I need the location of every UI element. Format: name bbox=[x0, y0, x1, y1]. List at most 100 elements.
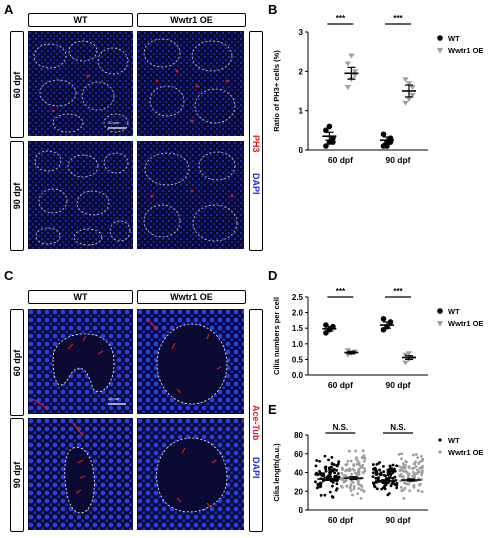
x-category-label-b: 60 dpf bbox=[328, 155, 353, 165]
y-tick-label-b: 2 bbox=[299, 67, 304, 76]
data-point-e bbox=[421, 464, 424, 468]
y-tick-label-d: 0.0 bbox=[292, 371, 304, 380]
data-point-e bbox=[371, 475, 375, 479]
data-point-e bbox=[404, 464, 407, 467]
data-point-b bbox=[402, 100, 409, 106]
data-point-e bbox=[420, 490, 424, 494]
data-point-d bbox=[380, 316, 387, 322]
data-point-e bbox=[332, 468, 335, 472]
data-point-e bbox=[347, 449, 351, 453]
data-point-e bbox=[397, 453, 401, 456]
panel-c-counter-label: DAPI bbox=[251, 457, 261, 479]
panel-a-row-90: 90 dpf bbox=[10, 141, 24, 251]
data-point-e bbox=[420, 471, 424, 475]
data-point-e bbox=[357, 461, 361, 465]
data-point-e bbox=[374, 472, 378, 476]
data-point-e bbox=[356, 479, 360, 483]
y-tick-label-d: 0.5 bbox=[292, 355, 304, 364]
data-point-e bbox=[382, 473, 386, 477]
data-point-e bbox=[352, 464, 356, 468]
micrograph-c-wt-60: 20 µm bbox=[28, 309, 133, 414]
data-point-e bbox=[377, 476, 381, 479]
panel-c-row-60: 60 dpf bbox=[10, 309, 24, 416]
data-point-e bbox=[360, 488, 363, 492]
significance-label-b: *** bbox=[393, 14, 403, 23]
data-point-e bbox=[400, 452, 404, 456]
data-point-d bbox=[344, 348, 352, 353]
data-point-e bbox=[340, 471, 344, 475]
y-tick-label-e: 0 bbox=[299, 506, 304, 515]
data-point-e bbox=[388, 467, 392, 471]
data-point-e bbox=[345, 484, 349, 488]
y-tick-label-e: 80 bbox=[294, 431, 303, 440]
data-point-e bbox=[420, 478, 424, 481]
legend-label-d: WT bbox=[448, 307, 460, 316]
data-point-e bbox=[397, 464, 401, 468]
significance-label-b: *** bbox=[336, 14, 346, 23]
legend-label-e: Wwtr1 OE bbox=[448, 448, 483, 457]
data-point-e bbox=[400, 475, 404, 479]
data-point-e bbox=[416, 471, 420, 475]
panel-c-row-90: 90 dpf bbox=[10, 418, 24, 532]
data-point-e bbox=[405, 460, 408, 464]
data-point-b bbox=[351, 73, 359, 79]
panel-c-stain-box bbox=[249, 309, 263, 532]
y-tick-label-e: 20 bbox=[294, 487, 303, 496]
data-point-e bbox=[361, 471, 365, 474]
scale-bar-label-a: 20 µm bbox=[108, 120, 120, 125]
data-point-b bbox=[348, 53, 355, 59]
data-point-b bbox=[323, 143, 329, 149]
data-point-e bbox=[358, 463, 361, 467]
y-tick-label-e: 60 bbox=[294, 450, 303, 459]
data-point-e bbox=[349, 459, 353, 463]
data-point-e bbox=[379, 471, 383, 475]
data-point-e bbox=[351, 493, 354, 497]
panel-a-stain-label: PH3 bbox=[251, 135, 261, 153]
data-point-e bbox=[330, 465, 334, 469]
data-point-e bbox=[408, 489, 412, 493]
data-point-e bbox=[352, 485, 356, 488]
y-tick-label-b: 0 bbox=[299, 146, 304, 155]
data-point-e bbox=[400, 466, 404, 470]
data-point-e bbox=[418, 460, 422, 464]
data-point-e bbox=[359, 483, 363, 487]
significance-label-d: *** bbox=[336, 287, 346, 296]
significance-label-d: *** bbox=[393, 287, 403, 296]
data-point-e bbox=[333, 471, 337, 475]
legend-label-d: Wwtr1 OE bbox=[448, 319, 483, 328]
data-point-e bbox=[416, 468, 419, 472]
data-point-e bbox=[391, 476, 395, 480]
significance-label-e: N.S. bbox=[390, 423, 406, 432]
data-point-e bbox=[330, 462, 334, 466]
y-axis-label-d: Cilia numbers per cell bbox=[272, 297, 281, 375]
data-point-e bbox=[417, 462, 420, 465]
data-point-e bbox=[411, 453, 415, 457]
data-point-e bbox=[328, 490, 332, 494]
data-point-b bbox=[405, 81, 413, 87]
data-point-e bbox=[315, 471, 318, 475]
data-point-e bbox=[399, 485, 403, 489]
panel-letter-c: C bbox=[4, 268, 14, 283]
data-point-e bbox=[323, 493, 327, 497]
data-point-e bbox=[335, 464, 339, 468]
micrograph-a-wt-60: 20 µm bbox=[28, 31, 133, 136]
data-point-e bbox=[371, 463, 375, 466]
data-point-e bbox=[315, 459, 319, 462]
y-tick-label-b: 3 bbox=[299, 28, 304, 37]
data-point-e bbox=[411, 474, 414, 478]
data-point-e bbox=[361, 463, 365, 467]
data-point-e bbox=[375, 487, 379, 491]
data-point-e bbox=[319, 484, 323, 487]
data-point-e bbox=[412, 485, 416, 489]
data-point-e bbox=[323, 466, 327, 469]
data-point-e bbox=[349, 489, 353, 493]
data-point-e bbox=[331, 484, 334, 488]
data-point-e bbox=[416, 456, 420, 460]
data-point-e bbox=[389, 473, 393, 476]
data-point-e bbox=[401, 462, 405, 465]
chart-d: 0.0 0.5 1.0 1.5 2.0 2.5 Cilia numbers per cell… bbox=[272, 287, 483, 390]
data-point-e bbox=[362, 459, 366, 463]
data-point-e bbox=[392, 467, 396, 471]
data-point-e bbox=[319, 481, 323, 485]
micrograph-c-oe-90 bbox=[137, 418, 244, 530]
